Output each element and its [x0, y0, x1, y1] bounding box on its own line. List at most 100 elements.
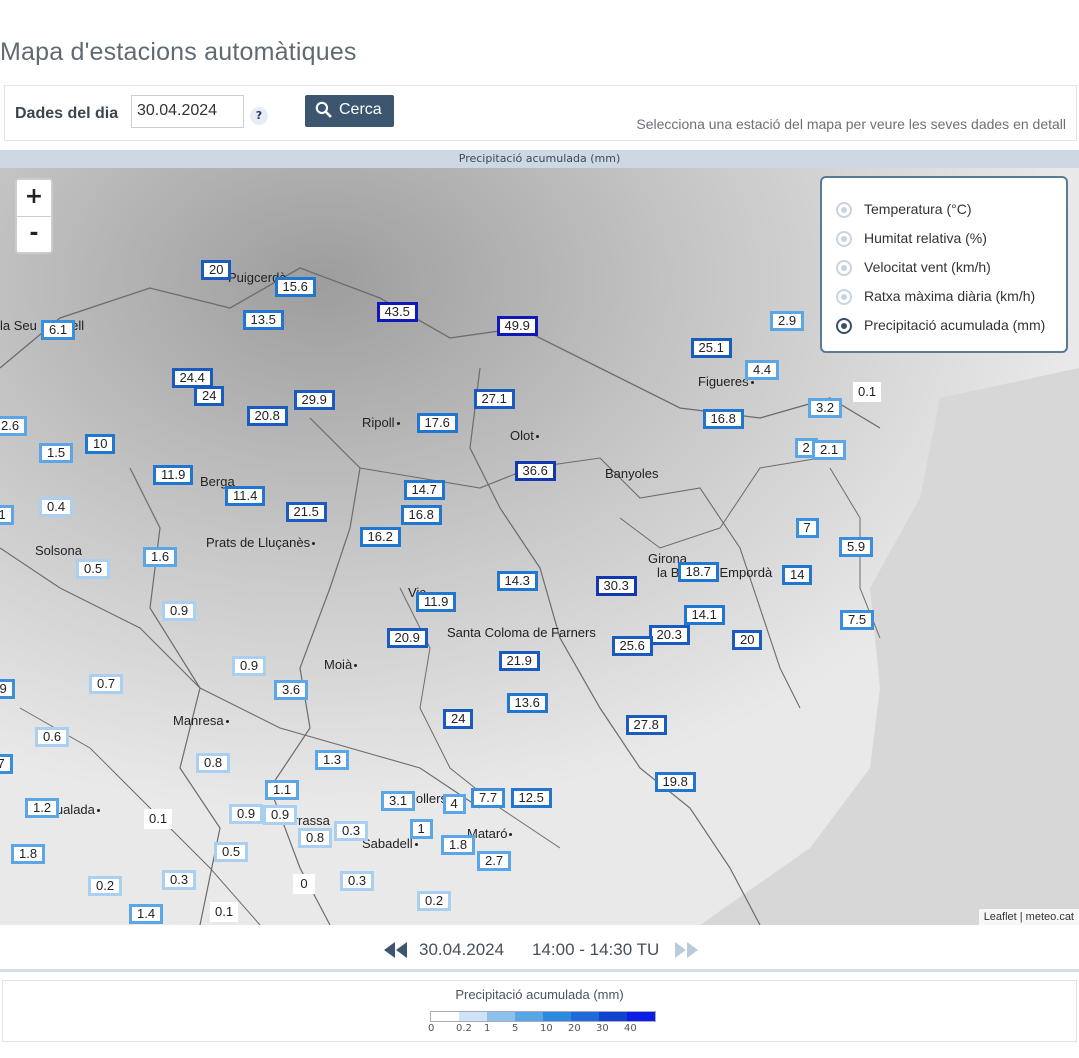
station-marker[interactable]: 2.9 [770, 311, 805, 331]
station-marker[interactable]: 0.6 [35, 727, 70, 747]
station-marker[interactable]: 4.4 [745, 360, 780, 380]
station-marker[interactable]: 0.1 [853, 382, 882, 402]
station-marker[interactable]: 1 [409, 819, 433, 839]
station-marker[interactable]: 0.9 [162, 601, 197, 621]
station-marker[interactable]: 18.7 [677, 562, 719, 582]
zoom-in-button[interactable]: + [17, 180, 51, 217]
station-marker[interactable]: 29.9 [293, 390, 335, 410]
station-marker[interactable]: 1.8 [11, 844, 46, 864]
station-marker[interactable]: 6.1 [41, 320, 76, 340]
station-marker[interactable]: 20.3 [648, 625, 690, 645]
town-label: Moià [324, 657, 358, 672]
station-marker[interactable]: 13.5 [242, 310, 284, 330]
station-marker[interactable]: 0.3 [340, 871, 375, 891]
station-marker[interactable]: 11.4 [225, 486, 266, 506]
station-marker[interactable]: 15.6 [274, 277, 316, 297]
radio-icon [836, 260, 852, 276]
station-marker[interactable]: 25.1 [690, 338, 732, 358]
station-marker[interactable]: 1.2 [25, 798, 60, 818]
town-label: Solsona [35, 543, 82, 558]
station-marker[interactable]: 2.7 [477, 851, 512, 871]
station-marker[interactable]: 13.6 [506, 693, 548, 713]
station-marker[interactable]: 24 [443, 709, 474, 729]
station-marker[interactable]: 30.3 [595, 576, 637, 596]
station-marker[interactable]: 1.3 [315, 750, 350, 770]
next-arrow-icon[interactable] [675, 942, 699, 958]
station-marker[interactable]: 0.3 [162, 870, 197, 890]
station-marker[interactable]: 27.8 [625, 715, 667, 735]
station-marker[interactable]: 1.8 [441, 835, 476, 855]
station-marker[interactable]: 27.1 [473, 389, 515, 409]
station-marker[interactable]: 36.6 [514, 461, 556, 481]
station-marker[interactable]: 11.9 [153, 465, 194, 485]
station-marker[interactable]: 24 [194, 386, 225, 406]
station-marker[interactable]: 49.9 [496, 316, 538, 336]
station-marker[interactable]: 14.3 [496, 571, 538, 591]
search-button[interactable]: Cerca [305, 95, 394, 127]
station-marker[interactable]: 21.9 [498, 651, 540, 671]
station-marker[interactable]: 7 [0, 754, 13, 774]
station-marker[interactable]: 0 [293, 874, 315, 894]
station-marker[interactable]: 21.5 [285, 502, 327, 522]
station-marker[interactable]: 5.9 [839, 537, 874, 557]
station-marker[interactable]: 0.2 [88, 876, 123, 896]
station-marker[interactable]: 1.6 [143, 547, 178, 567]
map[interactable]: + - Temperatura (°C) Humitat relativa (%… [0, 168, 1079, 925]
station-marker[interactable]: 14.1 [683, 605, 725, 625]
station-marker[interactable]: 0.8 [298, 828, 333, 848]
station-marker[interactable]: 1.4 [129, 904, 164, 924]
station-marker[interactable]: 16.8 [400, 505, 442, 525]
station-marker[interactable]: 12.5 [510, 788, 552, 808]
station-marker[interactable]: 10 [85, 434, 116, 454]
station-marker[interactable]: 43.5 [376, 302, 418, 322]
station-marker[interactable]: 24.4 [171, 368, 213, 388]
station-marker[interactable]: 16.2 [359, 527, 401, 547]
station-marker[interactable]: 20 [732, 630, 763, 650]
station-marker[interactable]: 0.1 [144, 809, 173, 829]
station-marker[interactable]: 2.1 [812, 440, 847, 460]
search-icon [315, 101, 332, 118]
station-marker[interactable]: 3.2 [808, 398, 843, 418]
station-marker[interactable]: 7.7 [471, 788, 506, 808]
station-marker[interactable]: 17.6 [416, 413, 458, 433]
station-marker[interactable]: 0.1 [210, 902, 239, 922]
previous-arrow-icon[interactable] [384, 942, 408, 958]
station-marker[interactable]: 0.2 [417, 891, 452, 911]
station-marker[interactable]: 0.7 [89, 674, 124, 694]
station-marker[interactable]: 0.9 [229, 804, 264, 824]
station-marker[interactable]: 20.8 [246, 406, 288, 426]
town-label: Olot [510, 428, 539, 443]
station-marker[interactable]: 16.8 [702, 409, 744, 429]
map-attribution[interactable]: Leaflet | meteo.cat [978, 909, 1079, 925]
station-marker[interactable]: 14.7 [403, 480, 445, 500]
scale-title: Precipitació acumulada (mm) [455, 987, 624, 1002]
date-input[interactable]: 30.04.2024 [131, 95, 244, 128]
station-marker[interactable]: 2.6 [0, 416, 28, 436]
station-marker[interactable]: 7 [795, 518, 819, 538]
station-marker[interactable]: 1 [0, 505, 14, 525]
station-marker[interactable]: 4 [442, 794, 466, 814]
station-marker[interactable]: 9 [0, 679, 15, 699]
help-icon[interactable]: ? [250, 107, 268, 125]
station-marker[interactable]: 25.6 [611, 636, 653, 656]
station-marker[interactable]: 0.9 [232, 656, 267, 676]
town-label: Manresa [173, 713, 229, 728]
station-marker[interactable]: 20 [201, 260, 232, 280]
time-navigator: 30.04.2024 14:00 - 14:30 TU [0, 926, 1079, 970]
station-marker[interactable]: 0.3 [334, 821, 369, 841]
station-marker[interactable]: 20.9 [386, 628, 428, 648]
station-marker[interactable]: 1.5 [39, 443, 74, 463]
station-marker[interactable]: 11.9 [416, 592, 457, 612]
zoom-out-button[interactable]: - [29, 221, 39, 246]
station-marker[interactable]: 19.8 [654, 772, 696, 792]
station-marker[interactable]: 0.9 [263, 805, 298, 825]
station-marker[interactable]: 0.5 [214, 842, 249, 862]
station-marker[interactable]: 3.1 [381, 791, 416, 811]
station-marker[interactable]: 3.6 [274, 680, 309, 700]
station-marker[interactable]: 1.1 [265, 780, 300, 800]
station-marker[interactable]: 0.8 [196, 753, 231, 773]
station-marker[interactable]: 7.5 [840, 610, 875, 630]
station-marker[interactable]: 0.5 [76, 559, 111, 579]
station-marker[interactable]: 14 [782, 565, 813, 585]
station-marker[interactable]: 0.4 [39, 497, 74, 517]
